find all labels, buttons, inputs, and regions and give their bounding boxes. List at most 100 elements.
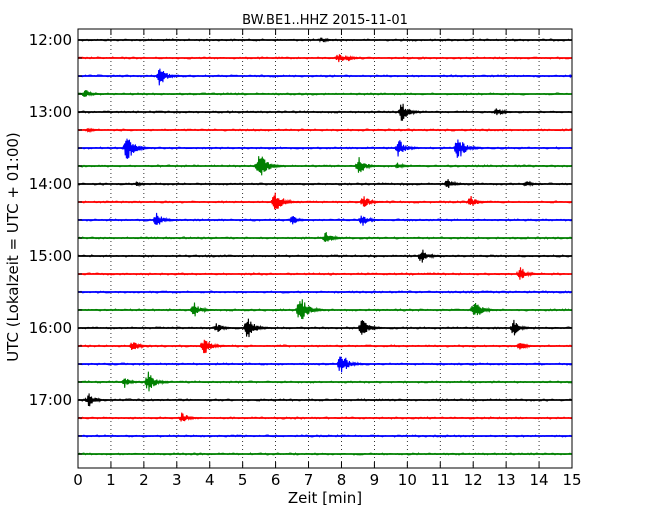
trace-row (77, 290, 572, 294)
x-tick-label: 6 (271, 471, 281, 489)
seismic-event (212, 323, 237, 332)
seismic-event (354, 157, 382, 173)
trace-noise (77, 254, 572, 258)
y-hour-label: 15:00 (29, 247, 72, 265)
x-tick-label: 2 (139, 471, 149, 489)
x-tick-label: 4 (205, 471, 215, 489)
seismic-event (152, 212, 178, 225)
trace-row (77, 179, 572, 188)
x-tick-label: 14 (530, 471, 549, 489)
seismic-event (321, 232, 347, 242)
trace-noise (77, 290, 572, 294)
x-tick-label: 0 (73, 471, 83, 489)
trace-row (77, 452, 572, 456)
seismic-event (397, 103, 425, 121)
seismic-event (357, 215, 382, 226)
seismic-event (515, 267, 542, 280)
trace-row (77, 90, 572, 97)
seismic-event (155, 68, 183, 86)
x-tick-label: 3 (172, 471, 182, 489)
seismic-event (318, 36, 340, 43)
trace-noise (77, 146, 572, 150)
trace-row (77, 36, 572, 43)
x-axis-label: Zeit [min] (288, 489, 362, 507)
trace-noise (77, 434, 572, 438)
seismic-event (359, 196, 385, 207)
trace-row (77, 339, 572, 354)
seismic-event (122, 138, 154, 159)
seismic-event (394, 162, 415, 169)
trace-noise (77, 56, 572, 60)
seismic-event (492, 108, 516, 116)
seismic-event (522, 180, 544, 187)
seismic-event (253, 156, 286, 176)
y-hour-label: 16:00 (29, 319, 72, 337)
y-hour-label: 14:00 (29, 175, 72, 193)
seismic-event (394, 140, 422, 157)
trace-noise (77, 92, 572, 96)
y-hour-label: 13:00 (29, 103, 72, 121)
trace-row (77, 393, 572, 407)
x-tick-label: 9 (370, 471, 380, 489)
seismic-event (120, 378, 145, 388)
seismic-event (81, 90, 104, 97)
trace-row (77, 192, 572, 210)
trace-noise (77, 182, 572, 186)
seismic-event (133, 180, 155, 188)
trace-row (77, 54, 572, 63)
seismic-event (128, 342, 153, 350)
tick-layer: 0 1 2 3 4 5 6 7 8 9 10 11 12 13 14 1512:0013:0014:0015:… (29, 29, 582, 489)
trace-noise (77, 452, 572, 456)
seismic-event (515, 343, 539, 350)
seismic-event (84, 393, 110, 407)
seismic-event (295, 299, 327, 320)
plot-frame (77, 28, 573, 469)
trace-noise (77, 326, 572, 330)
seismic-event (466, 195, 491, 206)
seismic-event (288, 215, 312, 225)
trace-row (77, 212, 572, 226)
trace-row (77, 232, 572, 242)
trace-noise (77, 362, 572, 366)
trace-layer (77, 36, 572, 456)
trace-row (77, 371, 572, 392)
seismic-event (357, 320, 385, 335)
trace-noise (77, 344, 572, 348)
trace-row (77, 318, 572, 338)
trace-row (77, 267, 572, 280)
seismic-event (143, 371, 172, 392)
seismic-event (568, 73, 572, 79)
trace-row (77, 434, 572, 438)
seismic-event (344, 55, 366, 62)
trace-noise (77, 110, 572, 114)
trace-noise (77, 398, 572, 402)
y-hour-label: 12:00 (29, 31, 72, 49)
seismic-event (189, 302, 216, 317)
y-hour-label: 17:00 (29, 391, 72, 409)
x-tick-label: 1 (106, 471, 116, 489)
trace-row (77, 68, 572, 86)
seismic-event (84, 127, 105, 133)
seismic-event (469, 302, 499, 316)
chart-title: BW.BE1..HHZ 2015-11-01 (242, 13, 408, 28)
trace-row (77, 356, 572, 373)
x-tick-label: 15 (562, 471, 581, 489)
trace-row (77, 299, 572, 320)
x-tick-label: 11 (431, 471, 450, 489)
trace-row (77, 138, 572, 159)
seismic-event (242, 318, 273, 338)
x-tick-label: 12 (464, 471, 483, 489)
x-tick-label: 5 (238, 471, 248, 489)
seismic-event (199, 339, 228, 354)
trace-noise (77, 164, 572, 168)
trace-noise (77, 128, 572, 132)
seismic-event (270, 192, 301, 210)
x-tick-label: 10 (398, 471, 417, 489)
x-tick-label: 8 (337, 471, 347, 489)
seismic-event (178, 412, 203, 422)
seismic-event (509, 319, 536, 336)
seismic-event (453, 139, 483, 158)
trace-row (77, 412, 572, 422)
